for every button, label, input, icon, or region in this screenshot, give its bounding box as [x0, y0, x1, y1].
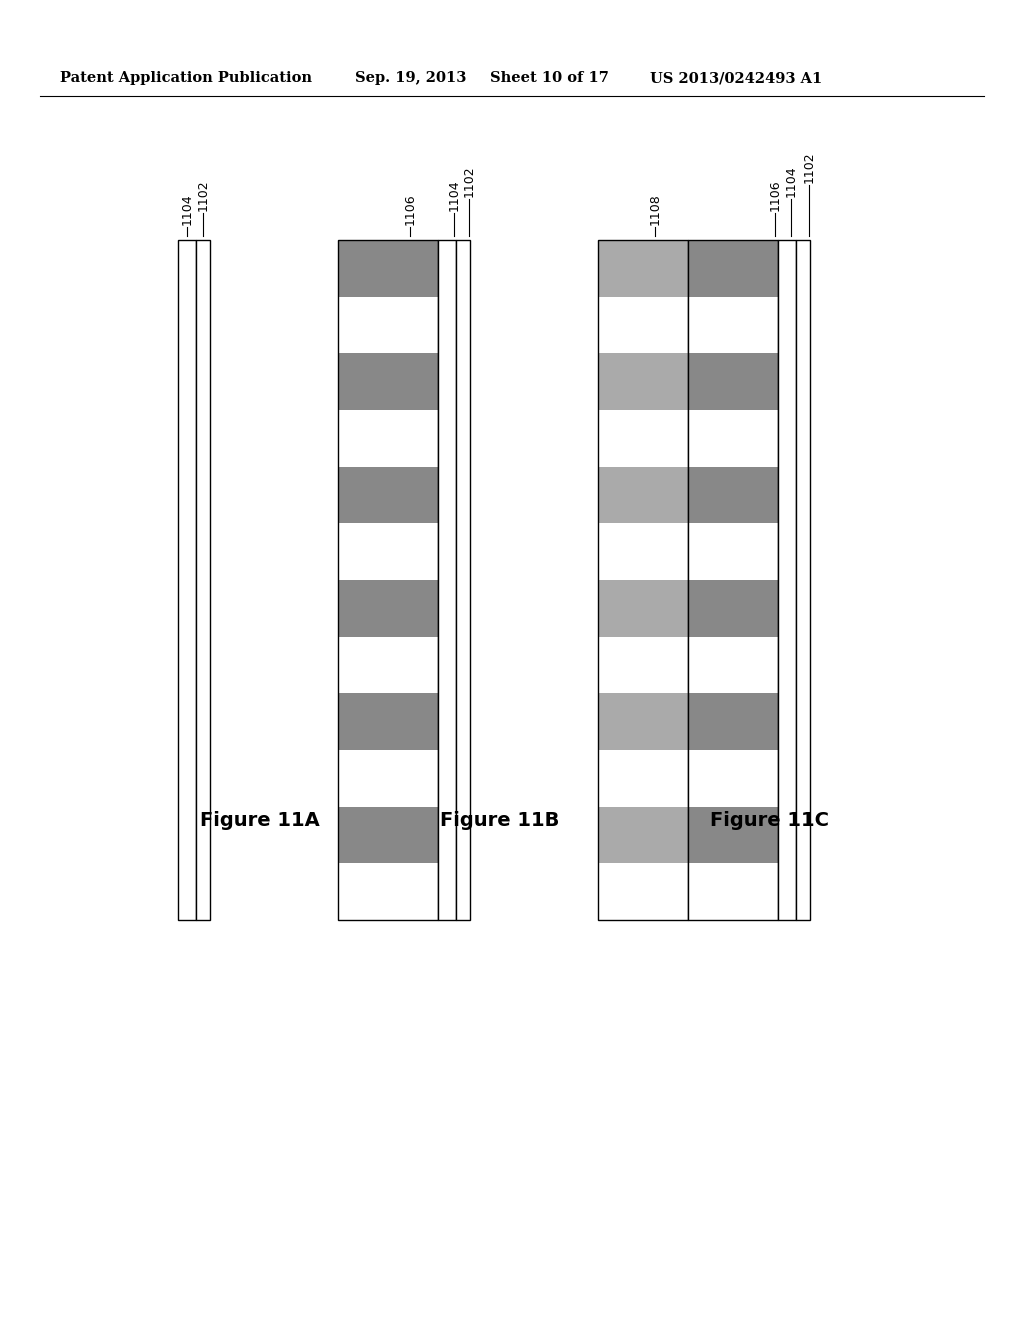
Bar [338, 240, 438, 920]
Bar [688, 693, 778, 750]
Text: 1104: 1104 [180, 193, 194, 224]
Bar [338, 693, 438, 750]
Bar [688, 863, 778, 920]
Text: US 2013/0242493 A1: US 2013/0242493 A1 [650, 71, 822, 84]
Bar [688, 297, 778, 354]
Bar [598, 636, 688, 693]
Bar [688, 636, 778, 693]
Bar [688, 807, 778, 863]
Bar [688, 523, 778, 579]
Text: Sep. 19, 2013: Sep. 19, 2013 [355, 71, 466, 84]
Bar [178, 240, 196, 920]
Bar [688, 240, 778, 920]
Bar [338, 240, 438, 297]
Bar [598, 579, 688, 636]
Text: Sheet 10 of 17: Sheet 10 of 17 [490, 71, 609, 84]
Bar [598, 240, 688, 920]
Bar [338, 636, 438, 693]
Bar [338, 354, 438, 411]
Bar [688, 750, 778, 807]
Bar [778, 240, 796, 920]
Bar [338, 411, 438, 467]
Bar [196, 240, 210, 920]
Bar [338, 750, 438, 807]
Text: 1102: 1102 [803, 152, 815, 183]
Bar [338, 579, 438, 636]
Text: 1104: 1104 [447, 180, 461, 211]
Bar [598, 750, 688, 807]
Bar [688, 579, 778, 636]
Bar [598, 863, 688, 920]
Bar [456, 240, 470, 920]
Bar [598, 240, 688, 297]
Text: 1102: 1102 [197, 180, 210, 211]
Text: 1106: 1106 [768, 180, 781, 211]
Bar [598, 354, 688, 411]
Bar [688, 411, 778, 467]
Bar [598, 467, 688, 523]
Text: Figure 11C: Figure 11C [711, 810, 829, 829]
Bar [598, 297, 688, 354]
Bar [796, 240, 810, 920]
Bar [688, 354, 778, 411]
Bar [598, 411, 688, 467]
Text: 1102: 1102 [463, 165, 475, 197]
Bar [338, 863, 438, 920]
Bar [598, 807, 688, 863]
Bar [688, 240, 778, 297]
Bar [598, 523, 688, 579]
Bar [338, 467, 438, 523]
Bar [688, 467, 778, 523]
Text: Figure 11A: Figure 11A [200, 810, 319, 829]
Text: Figure 11B: Figure 11B [440, 810, 560, 829]
Bar [438, 240, 456, 920]
Text: Patent Application Publication: Patent Application Publication [60, 71, 312, 84]
Bar [338, 807, 438, 863]
Text: 1106: 1106 [403, 193, 417, 224]
Bar [338, 297, 438, 354]
Bar [338, 523, 438, 579]
Text: 1108: 1108 [648, 193, 662, 224]
Text: 1104: 1104 [784, 165, 798, 197]
Bar [598, 693, 688, 750]
